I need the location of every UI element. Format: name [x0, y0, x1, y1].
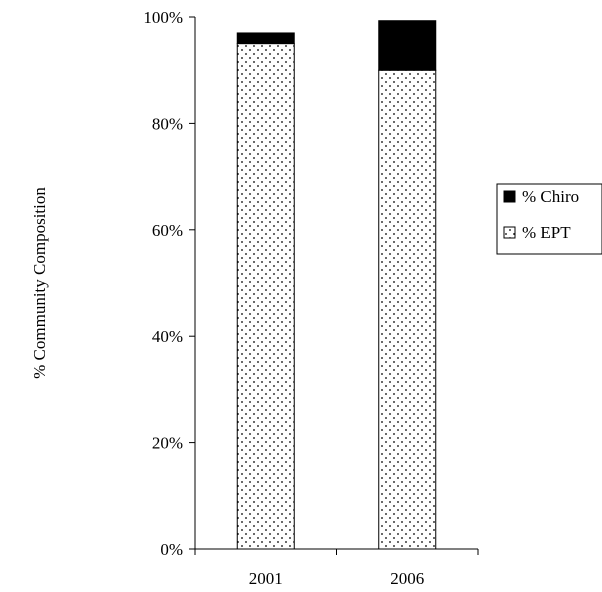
y-tick-label: 40% [152, 327, 183, 346]
bar-ept-2006 [378, 69, 437, 550]
y-axis-label: % Community Composition [30, 187, 49, 379]
legend-swatch-ept [503, 226, 516, 239]
legend-swatch-chiro [503, 190, 516, 203]
y-tick-label: 80% [152, 114, 183, 133]
x-categories: 2001 2006 [249, 569, 425, 588]
y-tick-label: 100% [143, 8, 183, 27]
x-category-label: 2006 [390, 569, 424, 588]
bar-chiro-2001 [236, 32, 295, 45]
y-ticks: 0% 20% 40% 60% 80% 100% [143, 8, 195, 559]
bar-chiro-2006 [378, 20, 437, 71]
bar-ept-2001 [236, 43, 295, 550]
legend: % Chiro % EPT [496, 183, 602, 255]
legend-label-ept: % EPT [522, 223, 571, 242]
y-tick-label: 0% [160, 540, 183, 559]
y-tick-label: 20% [152, 434, 183, 453]
legend-label-chiro: % Chiro [522, 187, 579, 206]
y-tick-label: 60% [152, 221, 183, 240]
x-category-label: 2001 [249, 569, 283, 588]
bars [236, 20, 437, 550]
